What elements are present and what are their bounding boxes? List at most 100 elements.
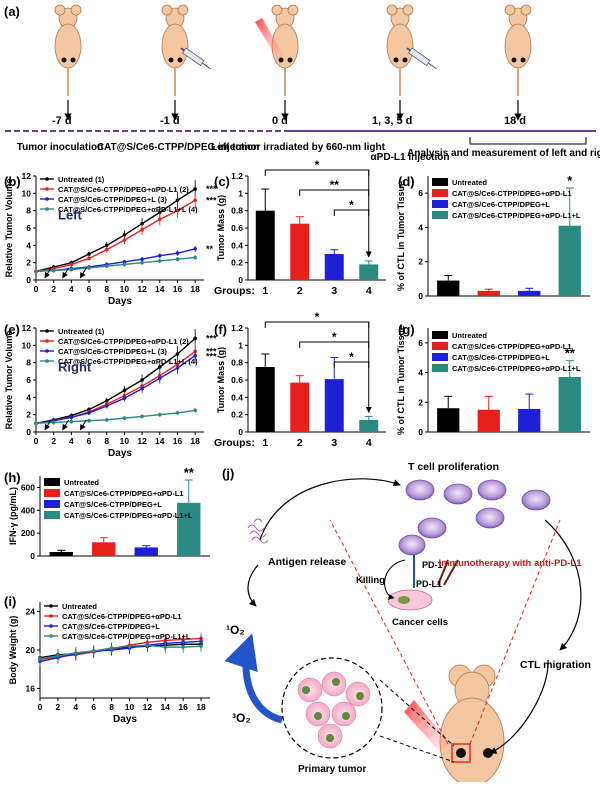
antigen-release-label: Antigen release xyxy=(268,556,346,568)
y-tick-label: 0 xyxy=(418,291,423,301)
syringe-icon xyxy=(180,47,211,70)
x-tick-label: 1 xyxy=(262,285,268,297)
data-point xyxy=(104,243,109,248)
series-line xyxy=(39,640,202,663)
bar xyxy=(255,210,275,280)
ctl-migration-label: CTL migration xyxy=(520,659,591,671)
data-point xyxy=(87,266,91,270)
y-tick-label: 0.2 xyxy=(231,258,243,268)
data-point xyxy=(175,366,180,370)
panel-label: (d) xyxy=(398,174,415,189)
significance-marker: * xyxy=(349,198,354,212)
oxygen-arrow xyxy=(224,633,284,724)
cycle-arrow xyxy=(544,519,582,651)
y-axis-label: Tumor Mass (g) xyxy=(216,195,226,261)
legend-swatch xyxy=(44,500,60,508)
data-point xyxy=(69,262,74,267)
significance-marker: * xyxy=(332,330,337,344)
y-tick-label: 6 xyxy=(418,188,423,198)
x-tick-label: 6 xyxy=(87,284,92,294)
legend-entry: Untreated xyxy=(64,478,99,487)
bar xyxy=(437,408,460,432)
y-tick-label: 0.2 xyxy=(231,410,243,420)
legend-swatch xyxy=(44,478,60,486)
x-tick-label: 14 xyxy=(155,436,165,446)
legend-entry: CAT@S/Ce6-CTPP/DPEG+L xyxy=(452,353,550,362)
antigen-icon xyxy=(247,518,269,544)
y-tick-label: 0.6 xyxy=(231,375,243,385)
significance-marker: ** xyxy=(206,244,214,254)
legend-entry: CAT@S/Ce6-CTPP/DPEG+αPD-L1 xyxy=(452,189,572,198)
y-axis-label: % of CTL in Tumor Tissue xyxy=(396,181,406,291)
legend-marker xyxy=(45,339,49,343)
data-point xyxy=(56,653,60,658)
x-tick-label: 2 xyxy=(56,702,61,712)
data-point xyxy=(193,353,197,358)
y-tick-label: 1 xyxy=(238,188,243,198)
bar xyxy=(359,419,379,432)
y-axis-label: IFN-γ (pg/mL) xyxy=(8,487,18,545)
bar xyxy=(359,264,379,280)
panel-e: (e) 0 2 4 6 8 10 12 Relative Tumor Volume 0 2 4 6 8 10… xyxy=(4,322,217,459)
t-cell-proliferation-label: T cell proliferation xyxy=(408,461,499,473)
bar xyxy=(177,502,201,556)
data-point xyxy=(87,411,91,415)
legend-entry: CAT@S/Ce6-CTPP/DPEG+L xyxy=(62,622,160,631)
x-tick-label: 2 xyxy=(51,436,56,446)
data-point xyxy=(193,336,197,341)
pdl1-label: PD-L1 xyxy=(416,579,442,589)
x-tick-label: 3 xyxy=(331,285,337,297)
triplet-oxygen-label: ³O₂ xyxy=(232,711,251,725)
panel-c: (c) 0 0.2 0.4 0.6 0.8 1 1.2 Tumor Mass (g) Groups… xyxy=(214,158,386,297)
injection-arrow xyxy=(79,419,87,431)
chart-annotation: Left xyxy=(58,208,83,223)
day-label: -7 d xyxy=(52,115,72,127)
x-tick-label: 18 xyxy=(190,284,200,294)
bar xyxy=(558,377,581,432)
data-point xyxy=(122,262,127,267)
data-point xyxy=(104,264,109,268)
data-point xyxy=(157,217,162,222)
data-point xyxy=(69,419,74,424)
y-axis-label: Relative Tumor Volume xyxy=(4,179,14,278)
legend-marker xyxy=(49,604,53,608)
y-tick-label: 4 xyxy=(418,368,423,378)
legend-entry: CAT@S/Ce6-CTPP/DPEG+αPD-L1 xyxy=(62,612,182,621)
significance-marker: *** xyxy=(206,184,217,194)
data-point xyxy=(122,416,127,420)
significance-marker: * xyxy=(315,158,320,172)
legend-entry: CAT@S/Ce6-CTPP/DPEG+αPD-L1 xyxy=(64,489,184,498)
mouse-icon xyxy=(386,4,414,96)
y-tick-label: 2 xyxy=(418,257,423,267)
mouse-icon xyxy=(54,4,82,96)
legend-entry: CAT@S/Ce6-CTPP/DPEG+L xyxy=(452,200,550,209)
data-point xyxy=(127,644,132,648)
panel-g: (g) 0 2 4 6 % of CTL in Tumor Tissue ** xyxy=(396,322,590,437)
data-point xyxy=(175,208,180,213)
x-tick-label: 1 xyxy=(262,437,268,449)
y-tick-label: 0.8 xyxy=(231,206,243,216)
data-point xyxy=(181,645,185,649)
cycle-arrow xyxy=(247,564,259,607)
legend-entry: Untreated (1) xyxy=(58,327,105,336)
legend-marker xyxy=(49,614,53,618)
legend-entry: CAT@S/Ce6-CTPP/DPEG+αPD-L1+L (4) xyxy=(58,205,198,214)
bar xyxy=(477,409,500,432)
y-axis-label: Tumor Mass (g) xyxy=(216,347,226,413)
y-tick-label: 4 xyxy=(26,392,31,402)
series-line xyxy=(35,337,196,425)
primary-tumor-circle xyxy=(281,657,383,759)
data-point xyxy=(157,365,162,369)
legend-marker xyxy=(45,359,49,363)
data-point xyxy=(140,386,144,391)
y-tick-label: 6 xyxy=(418,338,423,348)
bar xyxy=(518,290,541,296)
y-tick-label: 6 xyxy=(26,375,31,385)
bar xyxy=(324,379,344,432)
y-tick-label: 2 xyxy=(26,410,31,420)
y-tick-label: 1.2 xyxy=(231,171,243,181)
injection-arrow xyxy=(62,267,69,279)
bar xyxy=(255,367,275,432)
